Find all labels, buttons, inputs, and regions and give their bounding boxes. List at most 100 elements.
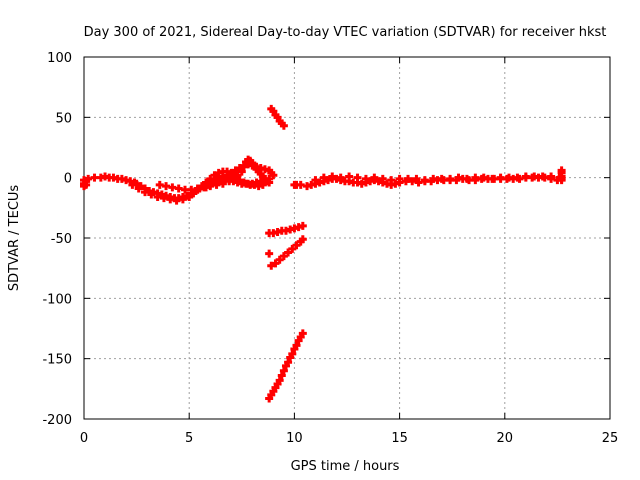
data-point — [141, 188, 150, 197]
data-point — [275, 255, 284, 264]
data-point — [227, 168, 236, 177]
data-point — [387, 176, 396, 185]
data-point — [202, 183, 211, 192]
data-point — [429, 174, 438, 183]
data-point — [505, 173, 514, 182]
data-point — [82, 180, 91, 189]
data-point — [547, 172, 556, 181]
data-point — [147, 190, 156, 199]
y-tick-label: -200 — [42, 413, 72, 428]
data-point — [496, 173, 505, 182]
data-point — [370, 173, 379, 182]
data-point — [229, 174, 238, 183]
data-point — [462, 174, 471, 183]
data-point — [420, 176, 429, 185]
data-point — [328, 172, 337, 181]
data-point — [336, 173, 345, 182]
data-point — [267, 261, 276, 270]
data-point — [311, 176, 320, 185]
data-points — [80, 104, 566, 403]
data-point — [479, 173, 488, 182]
data-point — [446, 174, 455, 183]
y-tick-label: 100 — [47, 51, 72, 66]
grid-lines — [84, 57, 610, 419]
data-point — [454, 173, 463, 182]
x-tick-label: 0 — [80, 431, 88, 446]
data-point — [134, 184, 143, 193]
data-point — [265, 249, 274, 258]
data-point — [555, 173, 564, 182]
data-point — [279, 121, 288, 130]
data-point — [521, 172, 530, 181]
data-point — [275, 376, 284, 385]
y-tick-label: -50 — [51, 232, 72, 247]
data-point — [404, 174, 413, 183]
data-point — [284, 358, 293, 367]
data-point — [225, 177, 234, 186]
data-point — [292, 241, 301, 250]
series-6 — [265, 221, 307, 258]
data-point — [530, 172, 539, 181]
data-point — [269, 171, 278, 180]
y-axis-label: SDTVAR / TECUs — [7, 185, 22, 292]
data-point — [557, 166, 566, 175]
data-point — [210, 171, 219, 180]
data-point — [185, 192, 194, 201]
data-point — [437, 174, 446, 183]
data-point — [513, 173, 522, 182]
data-point — [288, 244, 297, 253]
chart-title: Day 300 of 2021, Sidereal Day-to-day VTE… — [84, 25, 607, 40]
data-point — [214, 176, 223, 185]
data-point — [378, 174, 387, 183]
data-point — [538, 172, 547, 181]
data-point — [233, 171, 242, 180]
series-10 — [311, 172, 564, 185]
data-point — [178, 195, 187, 204]
plot-frame — [83, 56, 611, 420]
x-tick-label: 25 — [602, 431, 619, 446]
y-tick-label: -150 — [42, 353, 72, 368]
y-tick-labels: 100 50 0 -50 -100 -150 -200 — [42, 51, 72, 428]
data-point — [288, 349, 297, 358]
data-point — [319, 173, 328, 182]
y-tick-label: -100 — [42, 292, 72, 307]
data-point — [345, 172, 354, 181]
y-tick-label: 50 — [55, 111, 72, 126]
data-point — [223, 171, 232, 180]
data-point — [128, 180, 137, 189]
data-point — [218, 173, 227, 182]
data-point — [271, 259, 280, 268]
data-point — [361, 174, 370, 183]
data-point — [235, 164, 244, 173]
series-5 — [267, 104, 288, 130]
data-point — [277, 371, 286, 380]
x-tick-labels: 0 5 10 15 20 25 — [80, 431, 618, 446]
data-point — [488, 174, 497, 183]
series-4 — [202, 160, 278, 192]
data-point — [353, 173, 362, 182]
data-point — [292, 341, 301, 350]
axis-ticks — [83, 56, 611, 420]
data-point — [210, 178, 219, 187]
data-point — [298, 221, 307, 230]
data-point — [298, 329, 307, 338]
x-tick-label: 5 — [185, 431, 193, 446]
data-point — [206, 180, 215, 189]
data-point — [284, 248, 293, 257]
x-tick-label: 10 — [286, 431, 303, 446]
data-point — [412, 174, 421, 183]
data-point — [395, 174, 404, 183]
y-tick-label: 0 — [64, 172, 72, 187]
data-point — [265, 178, 274, 187]
data-point — [279, 366, 288, 375]
x-axis-label: GPS time / hours — [291, 459, 400, 474]
data-point — [298, 235, 307, 244]
data-point — [279, 252, 288, 261]
series-8 — [265, 329, 307, 403]
data-point — [231, 166, 240, 175]
x-tick-label: 15 — [391, 431, 408, 446]
data-point — [471, 173, 480, 182]
x-tick-label: 20 — [497, 431, 514, 446]
series-7 — [267, 235, 307, 270]
